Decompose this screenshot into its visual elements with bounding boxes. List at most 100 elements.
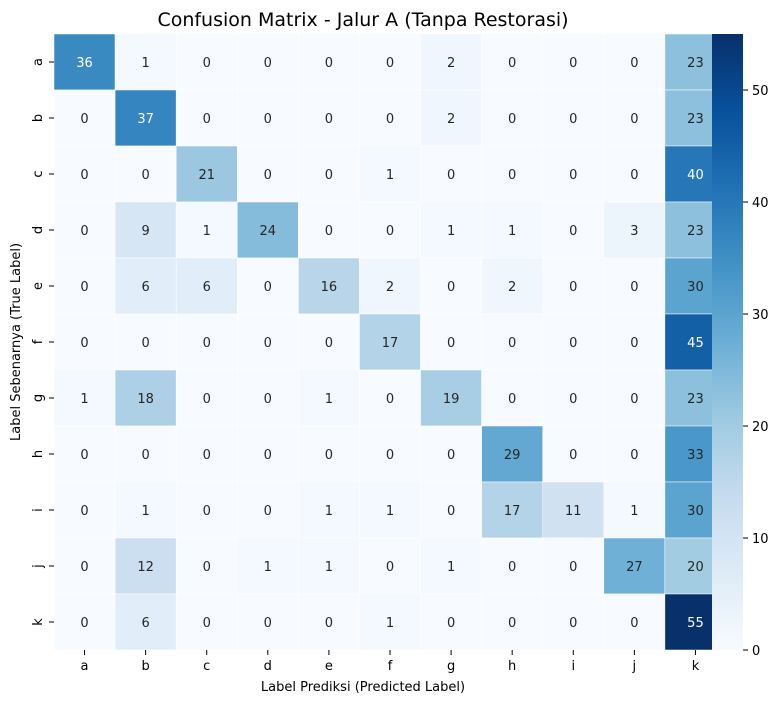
cell-h-d [237, 425, 299, 483]
cell-e-c [175, 257, 238, 315]
cell-value-c-c: 21 [198, 168, 215, 183]
cell-i-f [359, 481, 421, 539]
y-tick-label: j [31, 564, 46, 569]
cell-j-f [359, 537, 421, 595]
colorbar-ticks: 0 10 20 30 40 50 [743, 84, 769, 659]
cell-value-j-c: 0 [203, 560, 211, 575]
cell-value-g-g: 19 [443, 392, 460, 407]
cell-value-j-a: 0 [80, 560, 88, 575]
cell-value-i-j: 1 [630, 504, 638, 519]
cell-value-g-a: 1 [80, 392, 88, 407]
cell-b-g [420, 89, 482, 147]
cell-h-i [542, 425, 605, 483]
cell-value-j-e: 1 [325, 560, 333, 575]
cell-value-h-a: 0 [80, 448, 88, 463]
cell-b-f [359, 89, 421, 147]
cell-value-f-f: 17 [382, 336, 399, 351]
cell-g-b [114, 369, 177, 427]
cell-c-f [359, 145, 421, 203]
cell-value-a-a: 36 [76, 56, 93, 71]
cell-j-i [542, 537, 605, 595]
y-tick-label: d [31, 226, 46, 234]
cell-d-d [237, 201, 299, 259]
x-tick-label: h [508, 659, 516, 674]
x-tick-label: g [447, 659, 455, 674]
cell-value-d-j: 3 [630, 224, 638, 239]
cell-value-a-i: 0 [569, 56, 577, 71]
cell-value-i-c: 0 [203, 504, 211, 519]
colorbar: 0 10 20 30 40 50 [712, 34, 769, 659]
cell-g-h [481, 369, 543, 427]
y-tick-label: h [31, 450, 46, 458]
cell-value-e-a: 0 [80, 280, 88, 295]
cell-value-a-h: 0 [508, 56, 516, 71]
y-tick-label: i [31, 508, 46, 512]
cell-value-a-g: 2 [447, 56, 455, 71]
cell-value-j-d: 1 [264, 560, 272, 575]
cell-value-g-b: 18 [137, 392, 154, 407]
cell-c-g [420, 145, 482, 203]
colorbar-tick-label: 10 [752, 532, 769, 547]
cell-h-a [53, 425, 116, 483]
cell-e-b [114, 257, 177, 315]
cell-annotations: 36 1 0 0 0 0 2 0 0 0 230 37 0 0 0 0 2 0 0 0 230 0 21 0 0 1 0 0 0 0 400… [76, 56, 703, 631]
cell-value-b-g: 2 [447, 112, 455, 127]
cell-value-i-a: 0 [80, 504, 88, 519]
cell-value-d-k: 23 [687, 224, 704, 239]
cell-j-a [53, 537, 116, 595]
colorbar-tick-label: 20 [752, 420, 769, 435]
cell-value-k-i: 0 [569, 616, 577, 631]
cell-value-f-j: 0 [630, 336, 638, 351]
colorbar-tick-label: 40 [752, 196, 769, 211]
cell-d-e [298, 201, 360, 259]
cell-value-b-j: 0 [630, 112, 638, 127]
cell-value-b-f: 0 [386, 112, 394, 127]
y-tick-label: f [31, 339, 46, 344]
cell-h-e [298, 425, 360, 483]
cell-i-a [53, 481, 116, 539]
cell-value-j-h: 0 [508, 560, 516, 575]
cell-value-f-h: 0 [508, 336, 516, 351]
cell-value-e-c: 6 [203, 280, 211, 295]
cell-value-h-k: 33 [687, 448, 704, 463]
cell-value-h-g: 0 [447, 448, 455, 463]
cell-value-k-e: 0 [325, 616, 333, 631]
cell-value-i-b: 1 [141, 504, 149, 519]
cell-value-c-i: 0 [569, 168, 577, 183]
cell-d-b [114, 201, 177, 259]
cell-value-a-b: 1 [141, 56, 149, 71]
cell-c-e [298, 145, 360, 203]
cell-c-a [53, 145, 116, 203]
cell-value-a-f: 0 [386, 56, 394, 71]
colorbar-tick-label: 0 [752, 644, 760, 659]
cell-g-g [420, 369, 482, 427]
cell-value-e-k: 30 [687, 280, 704, 295]
y-tick-label: g [31, 394, 46, 402]
cell-value-d-d: 24 [260, 224, 277, 239]
cell-a-e [298, 33, 360, 91]
cell-a-a [53, 33, 116, 91]
cell-d-g [420, 201, 482, 259]
cell-i-i [542, 481, 605, 539]
cell-value-c-h: 0 [508, 168, 516, 183]
cell-k-e [298, 593, 360, 651]
y-tick-label: a [31, 58, 46, 66]
cell-g-c [175, 369, 238, 427]
cell-value-g-d: 0 [264, 392, 272, 407]
cell-value-d-f: 0 [386, 224, 394, 239]
cell-j-e [298, 537, 360, 595]
cell-value-k-h: 0 [508, 616, 516, 631]
cell-e-j [603, 257, 666, 315]
cell-f-g [420, 313, 482, 371]
cell-a-h [481, 33, 543, 91]
cell-g-d [237, 369, 299, 427]
cell-value-k-c: 0 [203, 616, 211, 631]
x-axis-ticks: a b c d e f g h i j k [81, 650, 700, 674]
cell-value-k-b: 6 [141, 616, 149, 631]
cell-b-d [237, 89, 299, 147]
cell-value-k-a: 0 [80, 616, 88, 631]
cell-d-j [603, 201, 666, 259]
cell-e-g [420, 257, 482, 315]
cell-value-c-a: 0 [80, 168, 88, 183]
